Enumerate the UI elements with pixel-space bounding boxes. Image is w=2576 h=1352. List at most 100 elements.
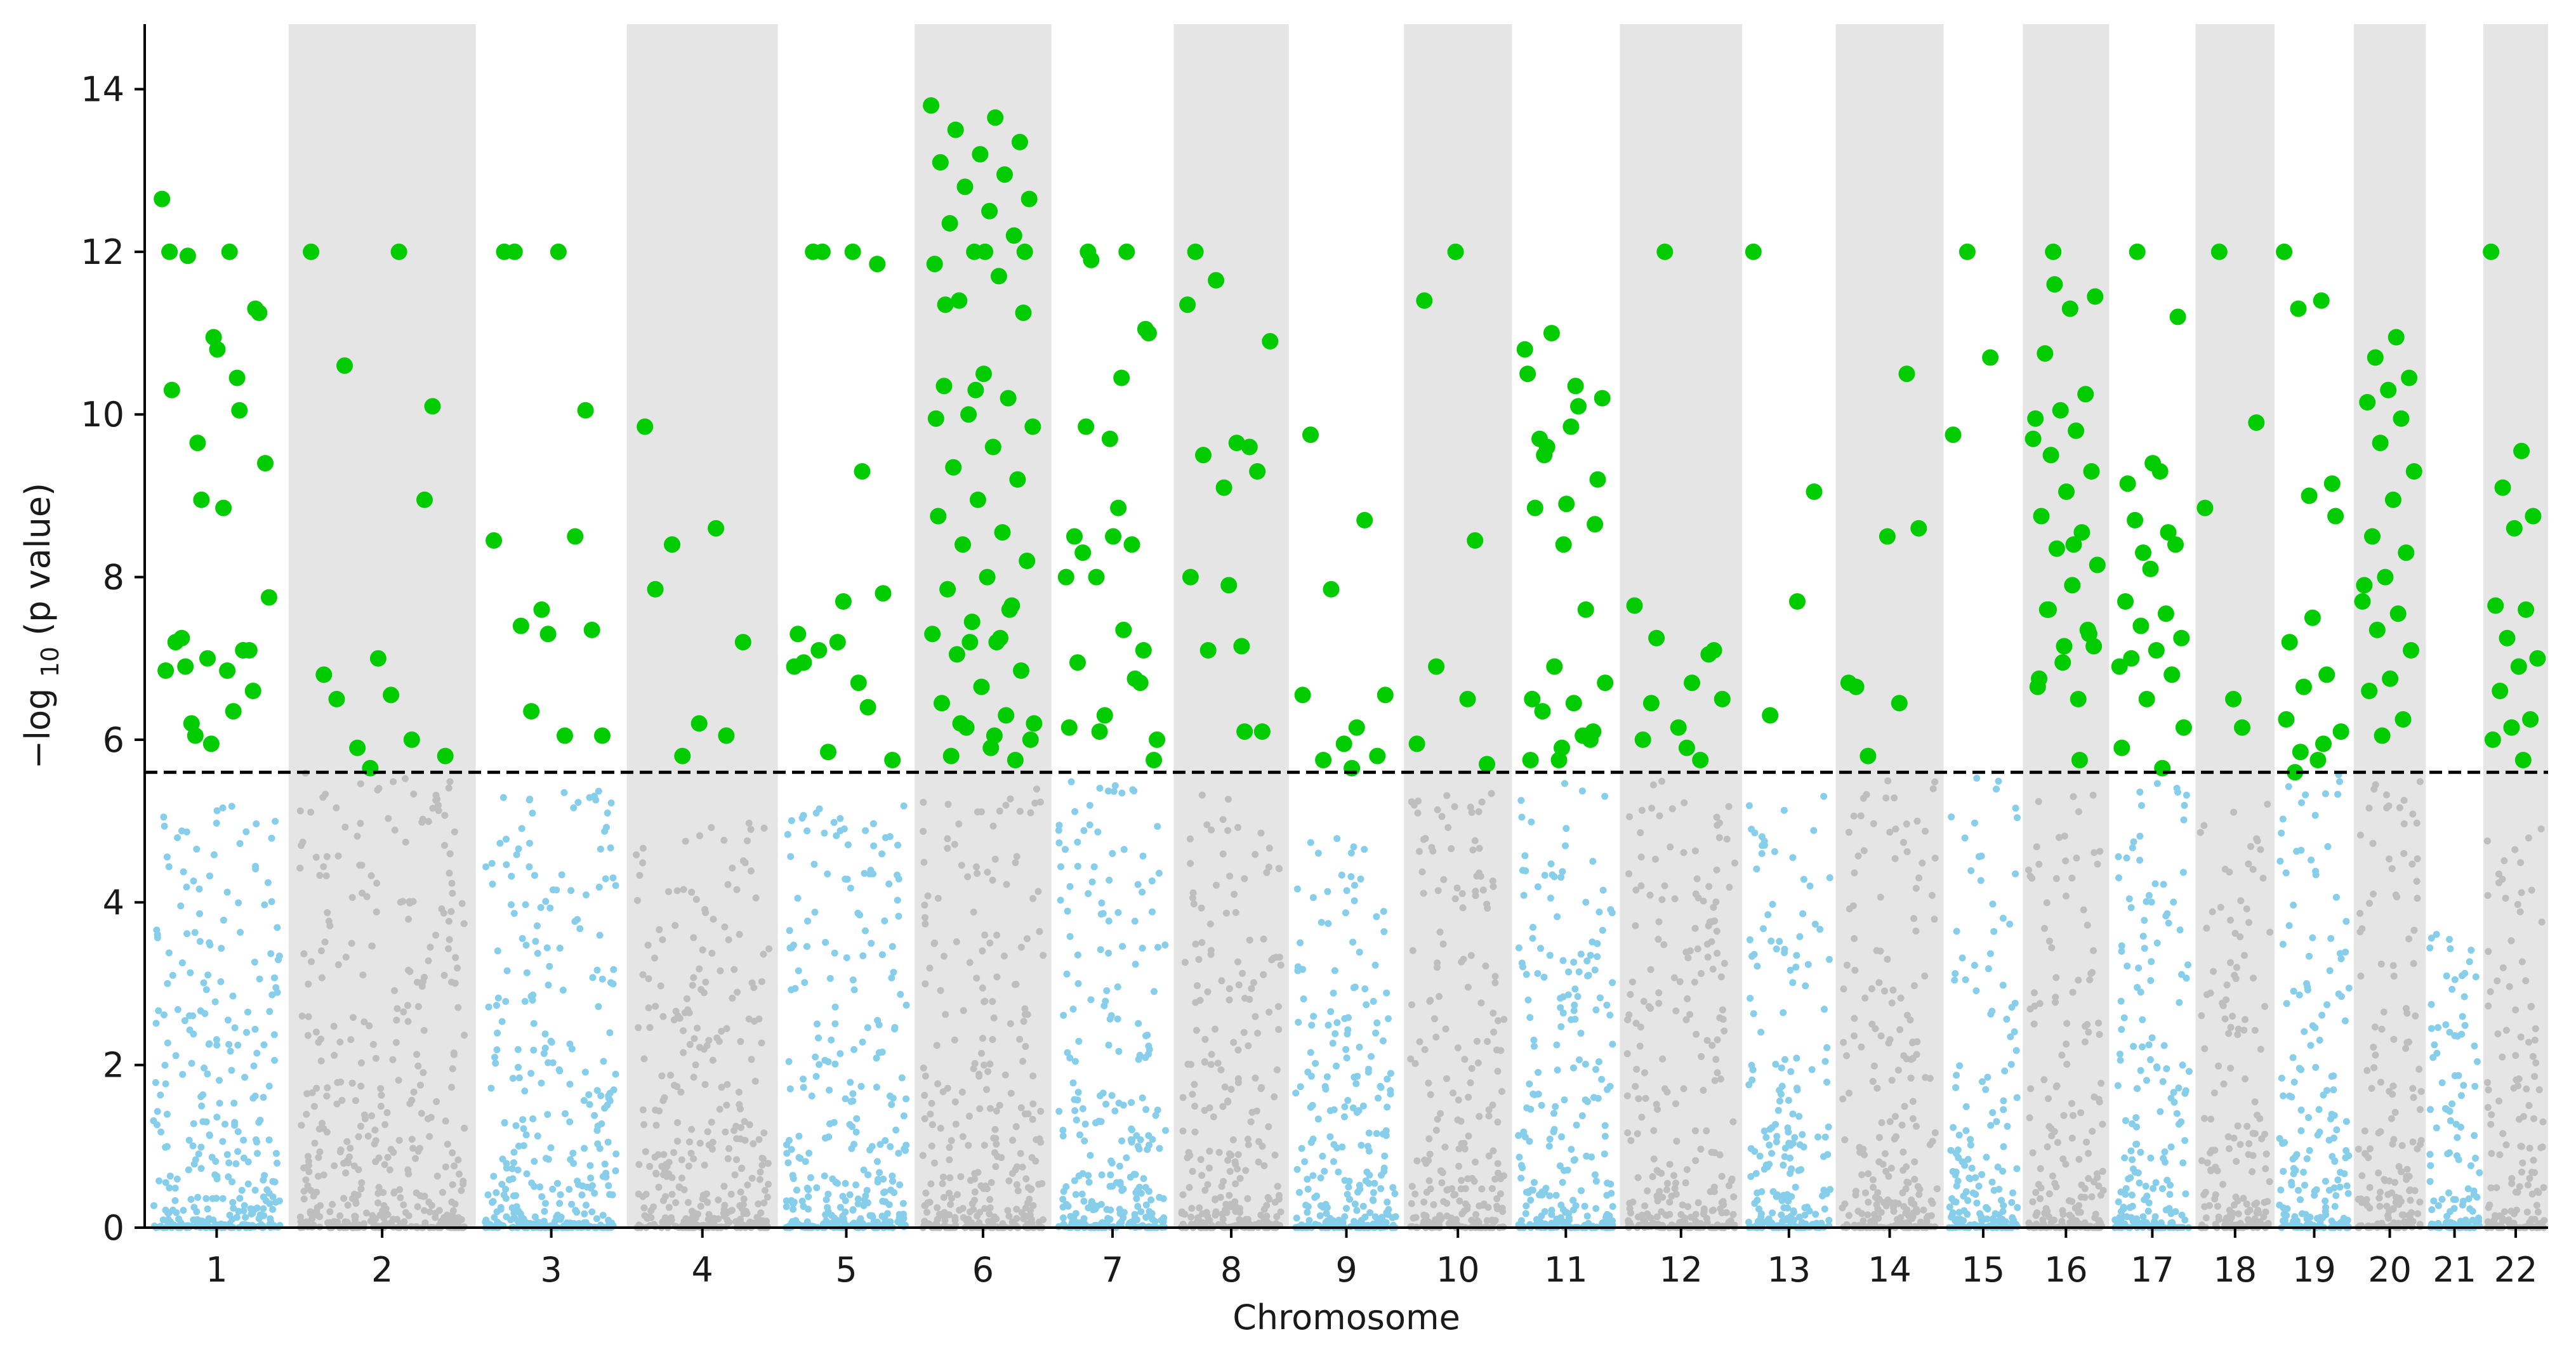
significant-point bbox=[2315, 735, 2332, 752]
significant-point bbox=[2111, 658, 2128, 675]
significant-point bbox=[1634, 731, 1651, 748]
significant-point bbox=[2068, 422, 2085, 439]
chromosome-band-18 bbox=[2195, 24, 2275, 1228]
significant-point bbox=[1543, 325, 1560, 342]
significant-point bbox=[1567, 377, 1584, 395]
significant-point bbox=[1024, 418, 1041, 435]
significant-point bbox=[1302, 426, 1319, 443]
y-axis-label-tail: (p value) bbox=[18, 483, 58, 636]
significant-point bbox=[2394, 711, 2412, 728]
significant-point bbox=[2169, 308, 2186, 325]
significant-point bbox=[2117, 593, 2134, 610]
significant-point bbox=[1859, 747, 1877, 765]
significant-point bbox=[2089, 556, 2106, 574]
significant-point bbox=[1945, 426, 1962, 443]
chromosome-band-6 bbox=[915, 24, 1052, 1228]
significant-point bbox=[2142, 560, 2159, 577]
significant-point bbox=[1020, 190, 1038, 207]
significant-point bbox=[2301, 487, 2318, 504]
significant-point bbox=[2061, 300, 2078, 317]
significant-point bbox=[935, 377, 953, 395]
significant-point bbox=[2196, 499, 2214, 516]
significant-point bbox=[2382, 670, 2399, 687]
background-points-chr-9 bbox=[1292, 835, 1399, 1231]
significant-point bbox=[2522, 711, 2539, 728]
significant-point bbox=[1910, 520, 1927, 537]
significant-point bbox=[1891, 695, 1908, 712]
significant-point bbox=[154, 190, 171, 207]
significant-point bbox=[2132, 617, 2150, 634]
significant-point bbox=[2119, 475, 2136, 492]
significant-point bbox=[2077, 386, 2094, 403]
significant-point bbox=[2148, 642, 2165, 659]
significant-point bbox=[875, 585, 892, 602]
significant-point bbox=[2160, 524, 2177, 541]
x-tick-label: 19 bbox=[2292, 1250, 2336, 1290]
significant-point bbox=[1220, 577, 1238, 594]
significant-point bbox=[219, 662, 236, 679]
significant-point bbox=[437, 747, 454, 765]
significant-point bbox=[973, 678, 990, 695]
x-tick-label: 7 bbox=[1102, 1250, 1123, 1290]
significant-point bbox=[1113, 369, 1130, 386]
significant-point bbox=[1562, 418, 1580, 435]
x-tick-label: 9 bbox=[1335, 1250, 1357, 1290]
significant-point bbox=[2374, 727, 2391, 744]
significant-point bbox=[202, 735, 220, 752]
significant-point bbox=[2403, 642, 2419, 659]
significant-point bbox=[2290, 300, 2307, 317]
significant-point bbox=[1692, 752, 1709, 768]
significant-point bbox=[2167, 536, 2184, 553]
significant-point bbox=[1315, 752, 1332, 768]
significant-point bbox=[167, 634, 184, 651]
significant-point bbox=[577, 402, 594, 419]
significant-point bbox=[948, 646, 965, 663]
significant-point bbox=[1594, 390, 1611, 407]
significant-point bbox=[2248, 414, 2265, 431]
x-tick-label: 21 bbox=[2433, 1250, 2476, 1290]
significant-point bbox=[2278, 711, 2295, 728]
significant-point bbox=[2354, 593, 2371, 610]
significant-point bbox=[2083, 463, 2100, 480]
significant-point bbox=[1898, 365, 1915, 383]
significant-point bbox=[1479, 756, 1495, 773]
significant-point bbox=[2210, 243, 2228, 260]
significant-point bbox=[998, 707, 1015, 724]
significant-point bbox=[2045, 243, 2062, 260]
significant-point bbox=[2372, 435, 2389, 452]
significant-point bbox=[789, 626, 807, 643]
significant-point bbox=[1195, 447, 1212, 464]
significant-point bbox=[1377, 686, 1394, 704]
significant-point bbox=[2287, 764, 2304, 781]
significant-point bbox=[2292, 744, 2309, 761]
significant-point bbox=[960, 406, 977, 423]
significant-point bbox=[2144, 455, 2162, 472]
significant-point bbox=[1146, 752, 1163, 768]
significant-point bbox=[1459, 690, 1476, 707]
significant-point bbox=[939, 581, 956, 598]
significant-point bbox=[1526, 499, 1543, 516]
significant-point bbox=[829, 634, 846, 651]
significant-point bbox=[594, 727, 611, 744]
significant-point bbox=[2380, 381, 2397, 398]
background-points-chr-15 bbox=[1945, 775, 2021, 1231]
chromosome-band-20 bbox=[2353, 24, 2426, 1228]
chromosome-band-8 bbox=[1173, 24, 1289, 1228]
significant-point bbox=[2367, 349, 2384, 366]
significant-point bbox=[1083, 251, 1100, 268]
significant-point bbox=[199, 650, 216, 667]
x-tick-label: 11 bbox=[1544, 1250, 1588, 1290]
significant-point bbox=[1074, 544, 1092, 561]
significant-point bbox=[1789, 593, 1806, 610]
significant-point bbox=[930, 508, 947, 525]
significant-point bbox=[2225, 690, 2242, 707]
significant-point bbox=[557, 727, 573, 744]
significant-point bbox=[1249, 463, 1266, 480]
significant-point bbox=[2393, 410, 2410, 427]
significant-point bbox=[941, 215, 958, 232]
y-tick-label: 12 bbox=[81, 232, 124, 272]
significant-point bbox=[523, 703, 540, 720]
significant-point bbox=[1066, 528, 1083, 545]
significant-point bbox=[1847, 678, 1865, 695]
significant-point bbox=[1428, 658, 1445, 675]
